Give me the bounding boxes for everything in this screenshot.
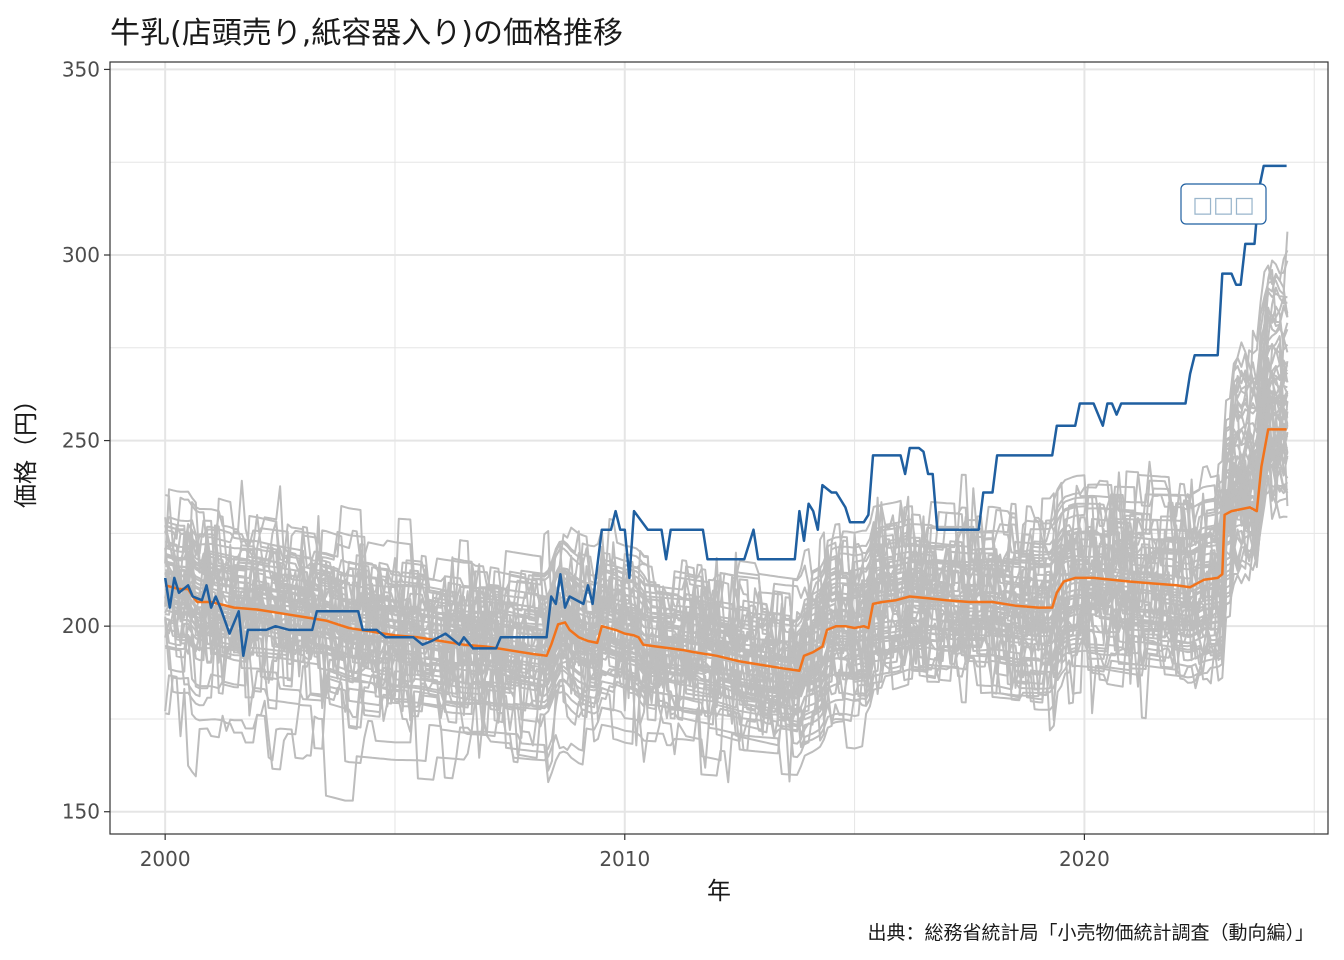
y-tick-label: 200 [62,614,100,638]
background-series-line [164,250,1289,646]
y-axis-title: 価格（円） [12,388,40,508]
background-series-line [164,378,1289,697]
highlight-series-group [163,164,1287,658]
axis-ticks: 2000 2010 2020 150 200 250 300 350 [62,57,1110,871]
chart-title: 牛乳(店頭売り,紙容器入り)の価格推移 [110,16,623,51]
x-tick-label: 2000 [140,847,191,871]
y-tick-label: 250 [62,429,100,453]
background-series-line [164,400,1289,749]
source-caption: 出典：総務省統計局「小売物価統計調査（動向編）」 [867,922,1314,944]
panel-border [109,61,1329,835]
y-tick-label: 350 [62,57,100,81]
background-series-group [164,231,1289,802]
highlight-series-line [163,164,1287,658]
background-series-line [164,286,1288,662]
callout-box [1180,183,1267,225]
background-series-line [164,439,1289,673]
x-tick-label: 2020 [1059,847,1110,871]
x-axis-title: 年 [707,877,731,905]
background-series-line [164,370,1289,724]
background-series-line [165,406,1289,784]
y-tick-label: 150 [62,800,100,824]
callout-label: □□□ [1192,193,1254,218]
background-series-line [164,457,1288,772]
background-series-line [164,445,1289,762]
background-series-line [164,426,1288,802]
background-series-line [164,484,1289,737]
series-callout: □□□ [1180,183,1267,225]
background-series-line [164,290,1288,643]
x-tick-label: 2010 [599,847,650,871]
background-series-line [165,305,1289,684]
y-tick-label: 300 [62,243,100,267]
background-series-line [164,464,1289,734]
